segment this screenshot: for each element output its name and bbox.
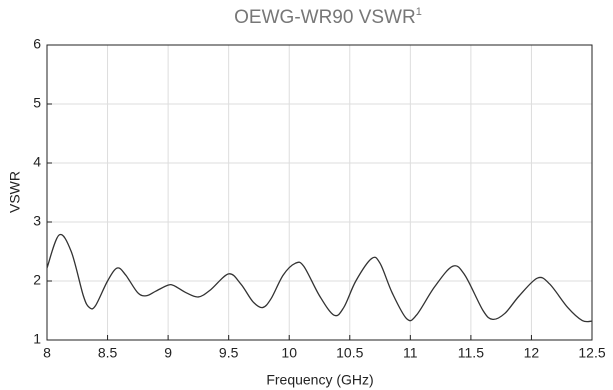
y-tick-label: 4 bbox=[33, 154, 41, 170]
x-tick-label: 10.5 bbox=[336, 345, 363, 361]
y-tick-label: 1 bbox=[33, 331, 41, 347]
x-tick-label: 8 bbox=[43, 345, 51, 361]
y-axis-label: VSWR bbox=[7, 171, 23, 213]
title-superscript: 1 bbox=[416, 6, 422, 18]
x-tick-label: 10 bbox=[281, 345, 297, 361]
y-tick-label: 6 bbox=[33, 36, 41, 52]
x-tick-label: 12.5 bbox=[578, 345, 605, 361]
y-tick-label: 3 bbox=[33, 213, 41, 229]
x-tick-label: 12 bbox=[524, 345, 540, 361]
x-tick-label: 11.5 bbox=[458, 345, 484, 361]
x-tick-label: 9.5 bbox=[219, 345, 239, 361]
plot-frame bbox=[46, 44, 593, 341]
x-tick-label: 11 bbox=[403, 345, 418, 361]
y-tick-label: 5 bbox=[33, 95, 41, 111]
title-text: OEWG-WR90 VSWR bbox=[234, 7, 416, 28]
data-line bbox=[46, 233, 593, 323]
x-tick-label: 8.5 bbox=[98, 345, 118, 361]
y-tick-label: 2 bbox=[33, 272, 41, 288]
x-tick-label: 9 bbox=[164, 345, 172, 361]
chart-title: OEWG-WR90 VSWR1 bbox=[234, 6, 422, 28]
x-axis-label: Frequency (GHz) bbox=[266, 372, 373, 388]
